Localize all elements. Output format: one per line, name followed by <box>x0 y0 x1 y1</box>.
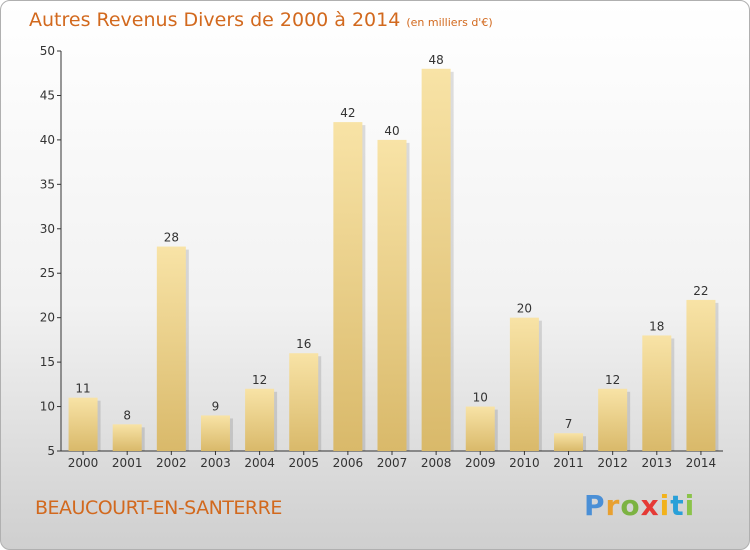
y-tick-label: 15 <box>40 355 55 369</box>
bar <box>686 299 716 451</box>
x-tick-label: 2007 <box>377 456 408 470</box>
bar <box>598 388 628 451</box>
logo-letter: i <box>659 489 671 522</box>
x-tick-label: 2004 <box>244 456 275 470</box>
bar <box>509 317 539 451</box>
x-tick-label: 2011 <box>553 456 584 470</box>
bar <box>112 424 142 451</box>
bar-value-label: 42 <box>340 106 355 120</box>
bar-value-label: 7 <box>565 417 573 431</box>
y-tick-label: 50 <box>40 44 55 58</box>
bar <box>68 397 98 451</box>
x-tick-label: 2009 <box>465 456 496 470</box>
bar <box>465 406 495 451</box>
x-tick-label: 2013 <box>642 456 673 470</box>
bar-value-label: 11 <box>75 382 90 396</box>
x-tick-label: 2002 <box>156 456 187 470</box>
x-tick-label: 2006 <box>333 456 364 470</box>
x-tick-label: 2000 <box>68 456 99 470</box>
place-name: BEAUCOURT-EN-SANTERRE <box>35 497 282 519</box>
bar-value-label: 10 <box>473 391 488 405</box>
x-tick-label: 2008 <box>421 456 452 470</box>
logo-letter: o <box>620 489 641 522</box>
chart-subtitle: (en milliers d'€) <box>406 16 493 29</box>
bar-value-label: 12 <box>605 373 620 387</box>
bar <box>333 122 363 451</box>
bar-value-label: 28 <box>164 231 179 245</box>
bar <box>377 139 407 451</box>
logo-letter: i <box>684 489 696 522</box>
x-tick-label: 2014 <box>686 456 717 470</box>
y-tick-label: 35 <box>40 177 55 191</box>
y-tick-label: 45 <box>40 88 55 102</box>
chart-title-text: Autres Revenus Divers de 2000 à 2014 <box>29 9 401 31</box>
bar-value-label: 18 <box>649 319 664 333</box>
bar <box>289 353 319 451</box>
x-tick-label: 2001 <box>112 456 143 470</box>
y-tick-label: 20 <box>40 311 55 325</box>
x-tick-label: 2003 <box>200 456 231 470</box>
bar-value-label: 12 <box>252 373 267 387</box>
x-tick-label: 2012 <box>597 456 628 470</box>
logo-letter: r <box>605 489 621 522</box>
chart-title: Autres Revenus Divers de 2000 à 2014 (en … <box>29 9 493 31</box>
y-tick-label: 10 <box>40 400 55 414</box>
bar <box>642 335 672 451</box>
bar-value-label: 48 <box>428 53 443 67</box>
bar-value-label: 16 <box>296 337 311 351</box>
bar <box>156 246 186 451</box>
y-tick-label: 5 <box>47 444 55 458</box>
bar <box>421 68 451 452</box>
logo-letter: P <box>584 489 606 522</box>
y-tick-label: 40 <box>40 133 55 147</box>
proxiti-logo[interactable]: Proxiti <box>584 489 695 522</box>
bar-value-label: 20 <box>517 302 532 316</box>
y-tick-label: 30 <box>40 222 55 236</box>
x-tick-label: 2010 <box>509 456 540 470</box>
bar-value-label: 9 <box>212 399 220 413</box>
x-tick-label: 2005 <box>288 456 319 470</box>
logo-letter: x <box>640 489 660 522</box>
y-tick-label: 25 <box>40 266 55 280</box>
bar-value-label: 8 <box>123 408 131 422</box>
bar <box>554 433 584 451</box>
bar <box>245 388 275 451</box>
bar <box>200 415 230 451</box>
logo-letter: t <box>670 489 685 522</box>
bar-value-label: 22 <box>693 284 708 298</box>
bar-value-label: 40 <box>384 124 399 138</box>
